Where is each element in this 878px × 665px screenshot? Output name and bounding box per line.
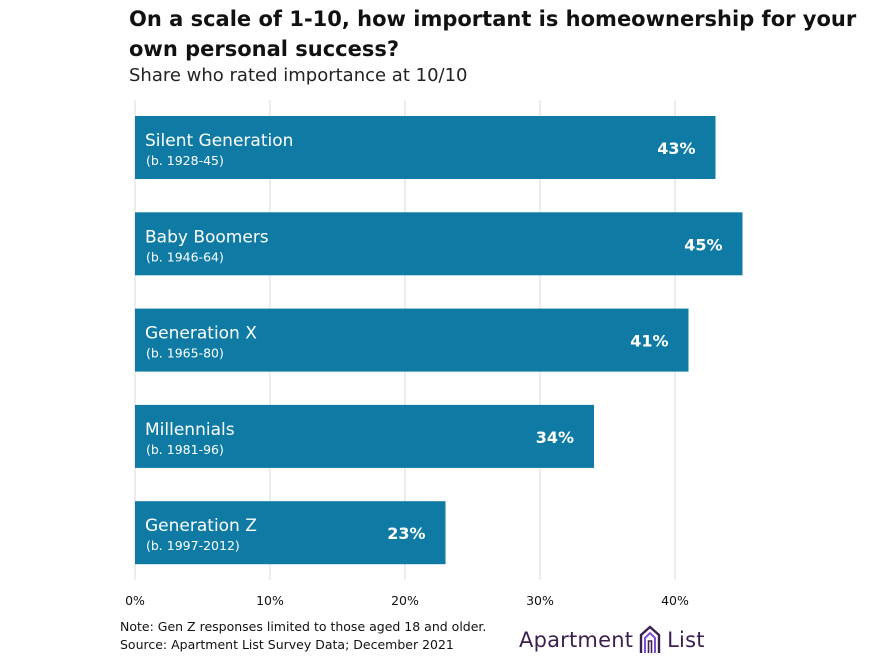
bar-value-label: 41% [630,332,668,351]
logo-text-right: List [667,628,705,652]
bar-chart: 0% 10% 20% 30% 40% Silent Generation (b. 1928-… [125,100,743,608]
brand-logo: Apartment List [519,620,705,660]
source-note: Source: Apartment List Survey Data; Dece… [120,637,454,652]
bar-category-sublabel: (b. 1928-45) [146,153,224,168]
bar-value-label: 23% [387,524,425,543]
logo-text-left: Apartment [519,628,634,652]
x-tick-label: 0% [125,593,145,608]
bar-value-label: 43% [657,139,695,158]
apartment-list-logo-icon [639,625,661,653]
bar [135,501,446,565]
bar [135,308,689,372]
bar [135,404,594,468]
bar-category-label: Silent Generation [145,131,293,151]
bar-value-label: 45% [684,235,722,254]
bar-category-sublabel: (b. 1946-64) [146,249,224,264]
chart-title: On a scale of 1-10, how important is hom… [129,7,857,61]
bar-category-label: Generation Z [145,516,257,536]
bar-category-sublabel: (b. 1981-96) [146,442,224,457]
bar-category-sublabel: (b. 1997-2012) [146,538,240,553]
bar-category-label: Baby Boomers [145,227,269,247]
x-tick-label: 30% [526,593,554,608]
x-tick-label: 10% [256,593,284,608]
bar-category-sublabel: (b. 1965-80) [146,346,224,361]
bar [135,212,743,276]
bar [135,116,716,179]
x-tick-label: 20% [391,593,419,608]
chart-subtitle: Share who rated importance at 10/10 [129,65,468,86]
bar-category-label: Millennials [145,420,235,440]
x-tick-label: 40% [661,593,689,608]
bar-value-label: 34% [536,428,574,447]
bar-category-label: Generation X [145,324,257,344]
footnote: Note: Gen Z responses limited to those a… [120,619,487,634]
